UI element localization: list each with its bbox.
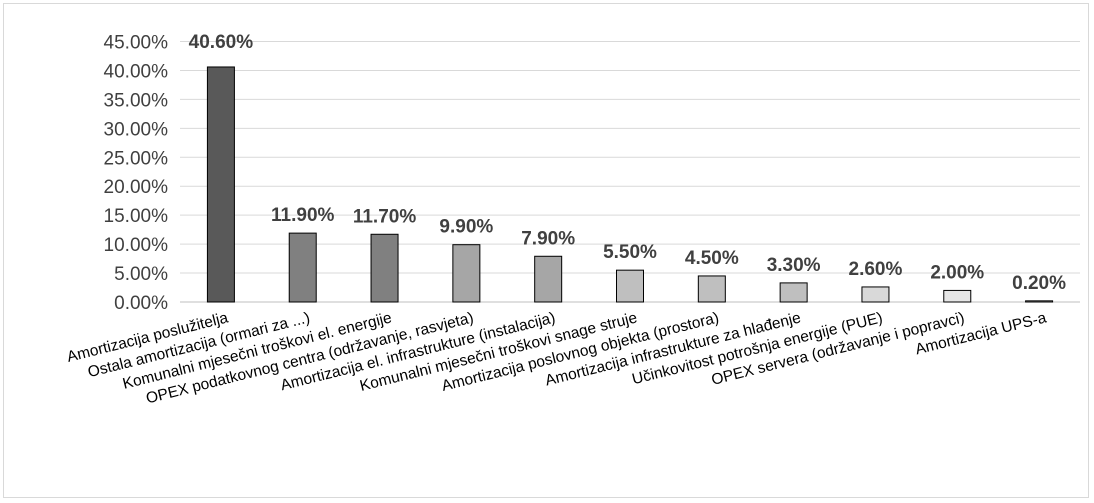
y-tick-label: 40.00% [104,61,169,82]
data-label: 3.30% [767,255,821,276]
data-label: 0.20% [1012,273,1066,294]
data-label: 2.60% [849,259,903,280]
bar [697,275,726,303]
bar [779,282,808,303]
y-tick-label: 45.00% [104,33,169,54]
y-tick-label: 0.00% [114,293,168,314]
y-tick-label: 20.00% [104,177,169,198]
bar [861,286,890,303]
data-label: 4.50% [685,248,739,269]
y-tick-label: 15.00% [104,206,169,227]
data-label: 11.70% [353,206,416,227]
bar [534,255,563,303]
y-tick-label: 10.00% [104,235,169,256]
bar [616,269,644,303]
y-tick-label: 35.00% [104,90,169,111]
chart-frame [3,3,1089,498]
data-label: 5.50% [603,242,657,263]
bar [452,244,481,303]
y-tick-label: 30.00% [104,119,169,140]
y-tick-label: 5.00% [114,264,168,285]
data-label: 40.60% [189,32,254,53]
data-label: 7.90% [521,228,575,249]
data-label: 11.90% [271,205,334,226]
bar [206,66,235,303]
data-label: 9.90% [439,217,493,238]
bar [1025,300,1054,303]
y-tick-label: 25.00% [104,148,169,169]
bar [288,232,317,303]
bar [943,289,972,303]
data-label: 2.00% [930,262,984,283]
bar [370,233,399,303]
